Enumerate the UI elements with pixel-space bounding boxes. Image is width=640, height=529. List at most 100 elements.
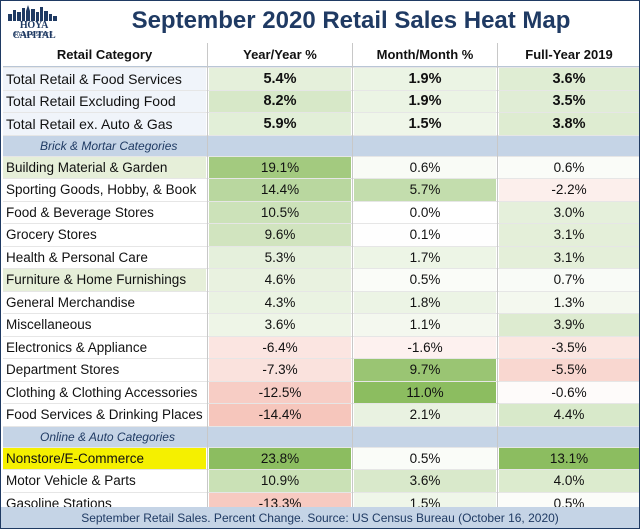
heat-cell-full-year-2019: 1.3% — [499, 291, 639, 313]
table-row: Total Retail ex. Auto & Gas 5.9% 1.5% 3.8% — [3, 112, 639, 135]
row-label: Electronics & Appliance — [6, 339, 148, 355]
heat-cell-year-over-year: 14.4% — [209, 179, 351, 201]
heat-cell-year-over-year: 4.3% — [209, 291, 351, 313]
heat-cell-full-year-2019: 3.1% — [499, 224, 639, 246]
table-row: General Merchandise 4.3% 1.8% 1.3% — [3, 290, 639, 313]
heat-cell-full-year-2019: 4.4% — [499, 404, 639, 426]
heat-cell-year-over-year: 9.6% — [209, 224, 351, 246]
heat-cell-month-over-month: 1.5% — [354, 113, 496, 135]
heat-cell-full-year-2019: 3.5% — [499, 90, 639, 112]
heat-cell-year-over-year: 10.9% — [209, 470, 351, 492]
row-label: Miscellaneous — [6, 317, 92, 333]
column-header: Retail Category — [56, 47, 153, 62]
row-label: Department Stores — [6, 362, 120, 378]
heat-cell-month-over-month: 9.7% — [354, 359, 496, 381]
row-label: Building Material & Garden — [3, 156, 206, 178]
brand-logo: HOYA CAPITAL REAL ESTATE — [4, 5, 62, 41]
section-header: Brick & Mortar Categories — [3, 134, 639, 156]
heat-cell-full-year-2019: 3.0% — [499, 201, 639, 223]
row-label: Grocery Stores — [6, 227, 97, 243]
heat-cell-month-over-month: 1.9% — [354, 68, 496, 90]
column-header: Year/Year % — [243, 47, 317, 62]
table-row: Department Stores -7.3% 9.7% -5.5% — [3, 358, 639, 381]
heat-cell-year-over-year: -12.5% — [209, 381, 351, 403]
heat-cell-month-over-month: 2.1% — [354, 404, 496, 426]
heat-map-table: Retail Category Year/Year % Month/Month % F… — [3, 43, 639, 514]
heat-cell-full-year-2019: 3.8% — [499, 113, 639, 135]
heat-cell-full-year-2019: 4.0% — [499, 470, 639, 492]
heat-cell-full-year-2019: 3.1% — [499, 246, 639, 268]
heat-cell-month-over-month: 0.5% — [354, 269, 496, 291]
heat-cell-month-over-month: 0.0% — [354, 201, 496, 223]
table-row: Furniture & Home Furnishings 4.6% 0.5% 0.7% — [3, 268, 639, 291]
heat-cell-year-over-year: 5.4% — [209, 68, 351, 90]
row-label: Food & Beverage Stores — [6, 204, 154, 220]
heat-cell-month-over-month: 1.8% — [354, 291, 496, 313]
heat-cell-month-over-month: 5.7% — [354, 179, 496, 201]
chart-title: September 2020 Retail Sales Heat Map — [131, 7, 571, 34]
column-divider — [497, 43, 498, 514]
heat-cell-year-over-year: 23.8% — [209, 447, 351, 469]
heat-cell-full-year-2019: 13.1% — [499, 447, 639, 469]
section-label: Online & Auto Categories — [40, 429, 175, 444]
heat-cell-year-over-year: 5.3% — [209, 246, 351, 268]
heat-cell-month-over-month: 1.1% — [354, 314, 496, 336]
heat-cell-year-over-year: -14.4% — [209, 404, 351, 426]
heat-cell-full-year-2019: 0.6% — [499, 156, 639, 178]
heat-cell-month-over-month: 3.6% — [354, 470, 496, 492]
column-divider — [352, 43, 353, 514]
header: HOYA CAPITAL REAL ESTATE September 2020 … — [1, 1, 639, 43]
heat-cell-full-year-2019: 3.9% — [499, 314, 639, 336]
row-label: General Merchandise — [6, 294, 136, 310]
table-row: Total Retail & Food Services 5.4% 1.9% 3.6% — [3, 67, 639, 90]
row-label: Nonstore/E-Commerce — [3, 447, 206, 469]
heat-cell-full-year-2019: 3.6% — [499, 68, 639, 90]
table-row: Nonstore/E-Commerce 23.8% 0.5% 13.1% — [3, 446, 639, 469]
heat-cell-month-over-month: 0.1% — [354, 224, 496, 246]
table-row: Food Services & Drinking Places -14.4% 2.1… — [3, 403, 639, 426]
table-row: Clothing & Clothing Accessories -12.5% 11.… — [3, 380, 639, 403]
row-label: Motor Vehicle & Parts — [6, 473, 136, 489]
heat-cell-full-year-2019: 0.7% — [499, 269, 639, 291]
heat-cell-full-year-2019: -3.5% — [499, 336, 639, 358]
table-row: Grocery Stores 9.6% 0.1% 3.1% — [3, 223, 639, 246]
heat-cell-year-over-year: 10.5% — [209, 201, 351, 223]
table-row: Food & Beverage Stores 10.5% 0.0% 3.0% — [3, 200, 639, 223]
row-label: Health & Personal Care — [6, 249, 148, 265]
heat-cell-year-over-year: 4.6% — [209, 269, 351, 291]
heat-cell-month-over-month: 0.6% — [354, 156, 496, 178]
table-row: Sporting Goods, Hobby, & Book 14.4% 5.7% -2… — [3, 178, 639, 201]
heat-cell-year-over-year: -6.4% — [209, 336, 351, 358]
skyline-icon — [8, 5, 57, 21]
row-label: Furniture & Home Furnishings — [3, 269, 206, 291]
source-footnote: September Retail Sales. Percent Change. … — [1, 507, 639, 528]
logo-name: HOYA CAPITAL — [12, 20, 56, 41]
heat-cell-year-over-year: -7.3% — [209, 359, 351, 381]
heat-cell-year-over-year: 8.2% — [209, 90, 351, 112]
table-row: Electronics & Appliance -6.4% -1.6% -3.5% — [3, 335, 639, 358]
row-label: Total Retail & Food Services — [3, 68, 206, 90]
logo-subtitle: REAL ESTATE — [14, 32, 54, 38]
row-label: Clothing & Clothing Accessories — [6, 384, 198, 400]
table-row: Motor Vehicle & Parts 10.9% 3.6% 4.0% — [3, 469, 639, 492]
table-row: Total Retail Excluding Food 8.2% 1.9% 3.5% — [3, 89, 639, 112]
row-label: Sporting Goods, Hobby, & Book — [6, 182, 197, 198]
heat-cell-month-over-month: 0.5% — [354, 447, 496, 469]
column-divider — [207, 43, 208, 514]
heat-cell-year-over-year: 5.9% — [209, 113, 351, 135]
heat-cell-year-over-year: 3.6% — [209, 314, 351, 336]
heat-cell-month-over-month: -1.6% — [354, 336, 496, 358]
table-row: Miscellaneous 3.6% 1.1% 3.9% — [3, 313, 639, 336]
heat-cell-month-over-month: 1.7% — [354, 246, 496, 268]
heat-cell-full-year-2019: -5.5% — [499, 359, 639, 381]
table-row: Building Material & Garden 19.1% 0.6% 0.6% — [3, 155, 639, 178]
heat-cell-month-over-month: 1.9% — [354, 90, 496, 112]
table-row: Health & Personal Care 5.3% 1.7% 3.1% — [3, 245, 639, 268]
section-label: Brick & Mortar Categories — [40, 138, 178, 153]
section-header: Online & Auto Categories — [3, 425, 639, 447]
heat-cell-full-year-2019: -0.6% — [499, 381, 639, 403]
row-label: Food Services & Drinking Places — [6, 407, 203, 423]
heat-cell-year-over-year: 19.1% — [209, 156, 351, 178]
row-label: Total Retail Excluding Food — [3, 90, 206, 112]
